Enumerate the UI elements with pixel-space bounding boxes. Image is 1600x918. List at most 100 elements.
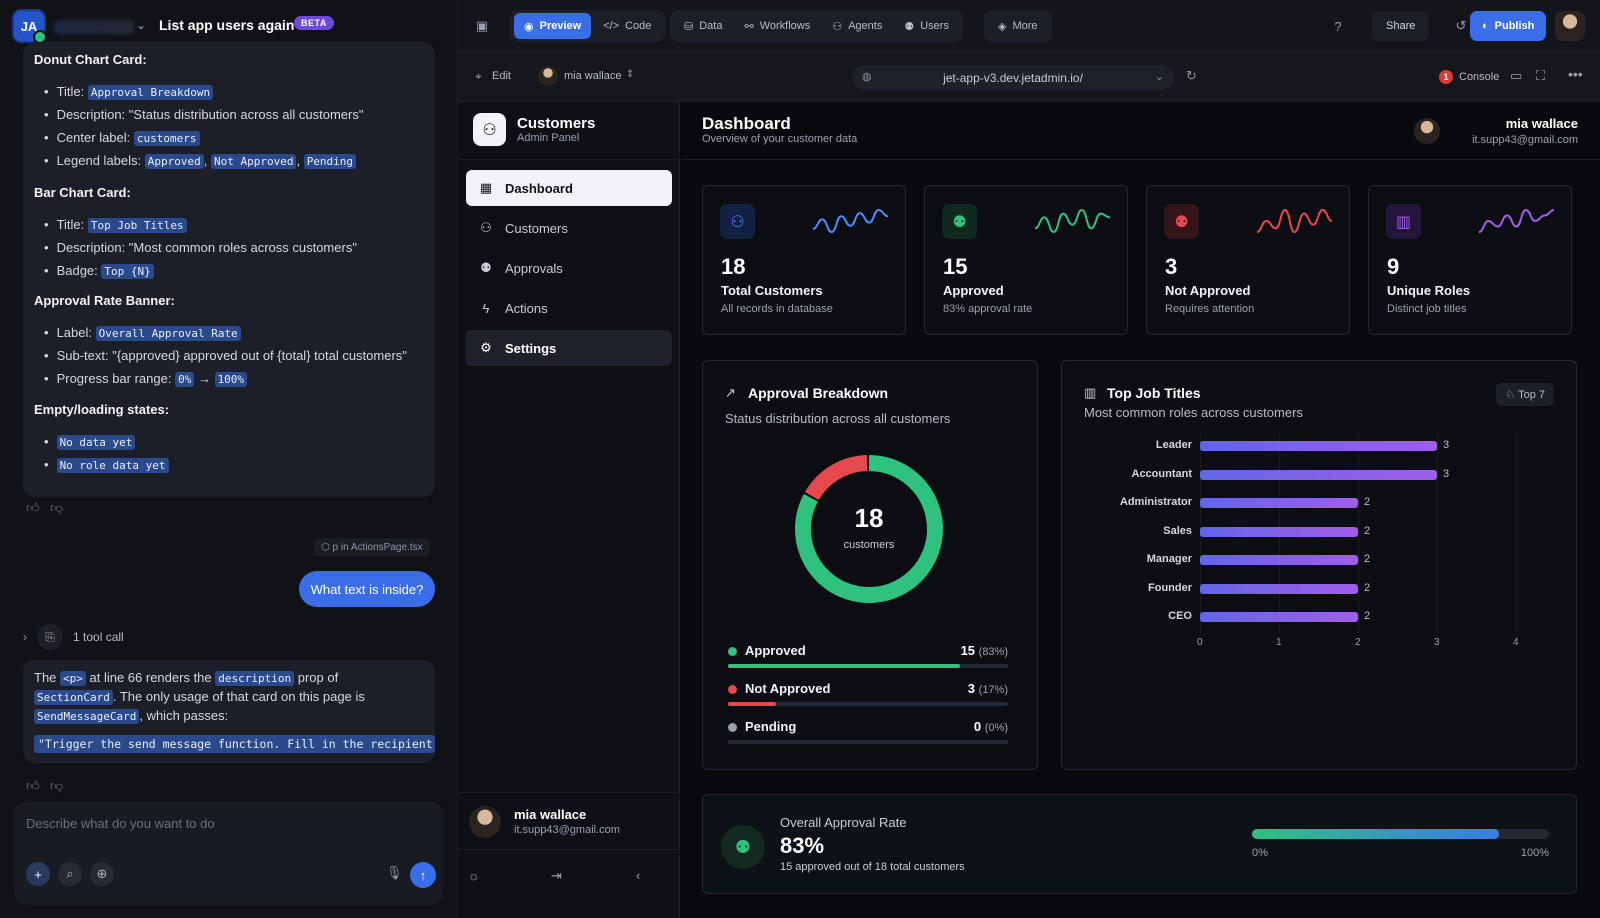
chevron-left-icon[interactable]: ‹ xyxy=(636,868,641,883)
chevron-updown-icon[interactable]: ⇕ xyxy=(626,69,635,80)
thumbs-up-icon[interactable]: 👍︎ xyxy=(26,500,40,515)
file-reference-chip[interactable]: ⬡ p in ActionsPage.tsx xyxy=(314,538,430,557)
monitor-icon[interactable]: ▭ xyxy=(1510,68,1523,83)
bar-value-label: 2 xyxy=(1364,610,1371,622)
lightning-icon: ϟ xyxy=(482,300,490,316)
avatar[interactable] xyxy=(1414,118,1440,144)
donut-slice-approved[interactable] xyxy=(795,455,943,603)
more-label: More xyxy=(1012,20,1038,32)
workspace-name[interactable] xyxy=(54,20,134,34)
x-tick-label: 2 xyxy=(1355,637,1361,648)
history-icon[interactable]: ↺ xyxy=(1455,18,1467,33)
inline-code: Top Job Titles xyxy=(87,218,187,233)
thumbs-down-icon[interactable]: 👎︎ xyxy=(50,500,64,515)
nav-agents[interactable]: ⚇ Agents xyxy=(822,13,892,39)
chevron-down-icon[interactable]: ⌄ xyxy=(1154,71,1164,83)
section-heading: Donut Chart Card: xyxy=(34,52,147,67)
tool-call-toggle[interactable]: › ⎘ 1 tool call xyxy=(23,624,124,650)
bar-value-label: 3 xyxy=(1443,467,1450,480)
chat-panel: JA ⌄ List app users again 6 BETA Donut C… xyxy=(0,0,458,918)
help-icon[interactable]: ? xyxy=(1334,18,1342,34)
tab-preview-label: Preview xyxy=(539,20,582,32)
share-button[interactable]: Share xyxy=(1372,11,1430,41)
grid-icon: ▦ xyxy=(479,180,493,195)
attach-icon[interactable]: ⌕ xyxy=(58,862,82,886)
list-item: Progress bar range: 0% → 100% xyxy=(44,371,248,387)
microphone-icon[interactable]: 🎙︎ xyxy=(386,865,403,880)
nav-data[interactable]: ⛁ Data xyxy=(674,13,732,39)
thumbs-down-icon[interactable]: 👎︎ xyxy=(50,778,64,793)
bar-value-label: 2 xyxy=(1364,496,1371,508)
app-logo[interactable]: JA xyxy=(14,11,47,44)
nav-users[interactable]: ⚉ Users xyxy=(894,13,959,39)
add-icon[interactable]: + xyxy=(26,862,50,886)
sidebar-item-settings[interactable]: ⚙ Settings xyxy=(466,330,672,366)
avatar[interactable] xyxy=(538,66,558,86)
text: Center label: xyxy=(56,130,134,145)
tab-code[interactable]: </> Code xyxy=(593,13,661,39)
sidebar-toggle-icon[interactable]: ▣ xyxy=(475,18,489,33)
bar[interactable] xyxy=(1200,583,1358,594)
chevron-down-icon[interactable]: ⌄ xyxy=(136,18,147,32)
donut-slice-not-approved[interactable] xyxy=(804,455,868,501)
brand: ⚇ Customers Admin Panel xyxy=(473,113,595,146)
tab-preview[interactable]: ◉ Preview xyxy=(514,13,592,39)
bar[interactable] xyxy=(1200,469,1437,480)
legend-item: Not Approved 3 (17%) xyxy=(728,681,1008,711)
bar[interactable] xyxy=(1200,526,1358,537)
console-count-badge: 1 xyxy=(1439,70,1453,84)
workflow-icon: ⚯ xyxy=(744,20,754,33)
progress-fill xyxy=(1252,829,1499,839)
send-button[interactable]: ↑ xyxy=(410,862,436,888)
sidebar-user[interactable]: mia wallace it.supp43@gmail.com xyxy=(458,792,680,850)
logout-icon[interactable]: ⇥ xyxy=(551,868,562,883)
chat-input-box[interactable]: Describe what do you want to do + ⌕ ⊕ 🎙︎… xyxy=(14,801,444,905)
bar[interactable] xyxy=(1200,441,1437,451)
more-menu[interactable]: ◈ More xyxy=(984,10,1052,42)
url-text[interactable]: jet-app-v3.dev.jetadmin.io/ xyxy=(943,70,1083,85)
component-icon: ⬡ xyxy=(321,542,333,553)
nav-workflows[interactable]: ⚯ Workflows xyxy=(734,13,820,39)
sidebar-item-approvals[interactable]: ⚉ Approvals xyxy=(466,250,672,286)
bar-value-label: 3 xyxy=(1443,439,1450,451)
bar[interactable] xyxy=(1200,555,1358,565)
fullscreen-icon[interactable]: ⛶ xyxy=(1536,68,1546,83)
sparkline xyxy=(1035,208,1110,234)
sidebar-item-label: Approvals xyxy=(505,260,563,276)
text: , xyxy=(296,153,304,168)
edit-button[interactable]: Edit xyxy=(492,70,511,82)
sun-icon[interactable]: ☼ xyxy=(468,868,480,883)
sidebar-item-customers[interactable]: ⚇ Customers xyxy=(466,210,672,246)
layers-icon: ◈ xyxy=(998,20,1007,33)
console-button[interactable]: 1 Console xyxy=(1439,70,1499,84)
legend-count: 3 xyxy=(967,681,976,696)
sidebar-item-actions[interactable]: ϟ Actions xyxy=(466,290,672,326)
stat-value: 3 xyxy=(1165,254,1178,279)
text: The xyxy=(34,670,61,685)
inline-code: SectionCard xyxy=(34,690,113,705)
text: Title: xyxy=(56,84,88,99)
reload-icon[interactable]: ↻ xyxy=(1186,68,1197,83)
sidebar-item-label: Actions xyxy=(505,300,548,316)
thumbs-up-icon[interactable]: 👍︎ xyxy=(26,778,40,793)
app-preview: ⚇ Customers Admin Panel ▦ Dashboard ⚇ Cust… xyxy=(458,102,1600,918)
globe-icon[interactable]: ⊕ xyxy=(90,862,114,886)
user-message: What text is inside? xyxy=(299,571,435,607)
stat-card-total-customers: ⚇ 18 Total Customers All records in data… xyxy=(702,185,906,335)
list-item: Badge: Top {N} xyxy=(44,263,154,279)
publish-button[interactable]: ◐ Publish xyxy=(1470,11,1547,41)
bar[interactable] xyxy=(1200,498,1358,508)
chat-title[interactable]: List app users again 6 xyxy=(159,17,307,33)
url-bar[interactable]: ◍ jet-app-v3.dev.jetadmin.io/ ⌄ xyxy=(852,65,1174,90)
more-button[interactable]: ◈ More xyxy=(988,13,1048,39)
sidebar-item-dashboard[interactable]: ▦ Dashboard xyxy=(466,170,672,206)
bar[interactable] xyxy=(1200,612,1358,622)
page-subtitle: Overview of your customer data xyxy=(702,133,858,145)
inline-code: Approval Breakdown xyxy=(87,85,214,100)
more-options-icon[interactable]: ••• xyxy=(1568,66,1583,82)
x-tick-label: 0 xyxy=(1197,637,1203,648)
user-selector[interactable]: mia wallace xyxy=(564,70,622,82)
inline-code: Pending xyxy=(303,154,357,169)
chat-input-placeholder[interactable]: Describe what do you want to do xyxy=(26,816,215,831)
avatar[interactable] xyxy=(1555,11,1585,41)
